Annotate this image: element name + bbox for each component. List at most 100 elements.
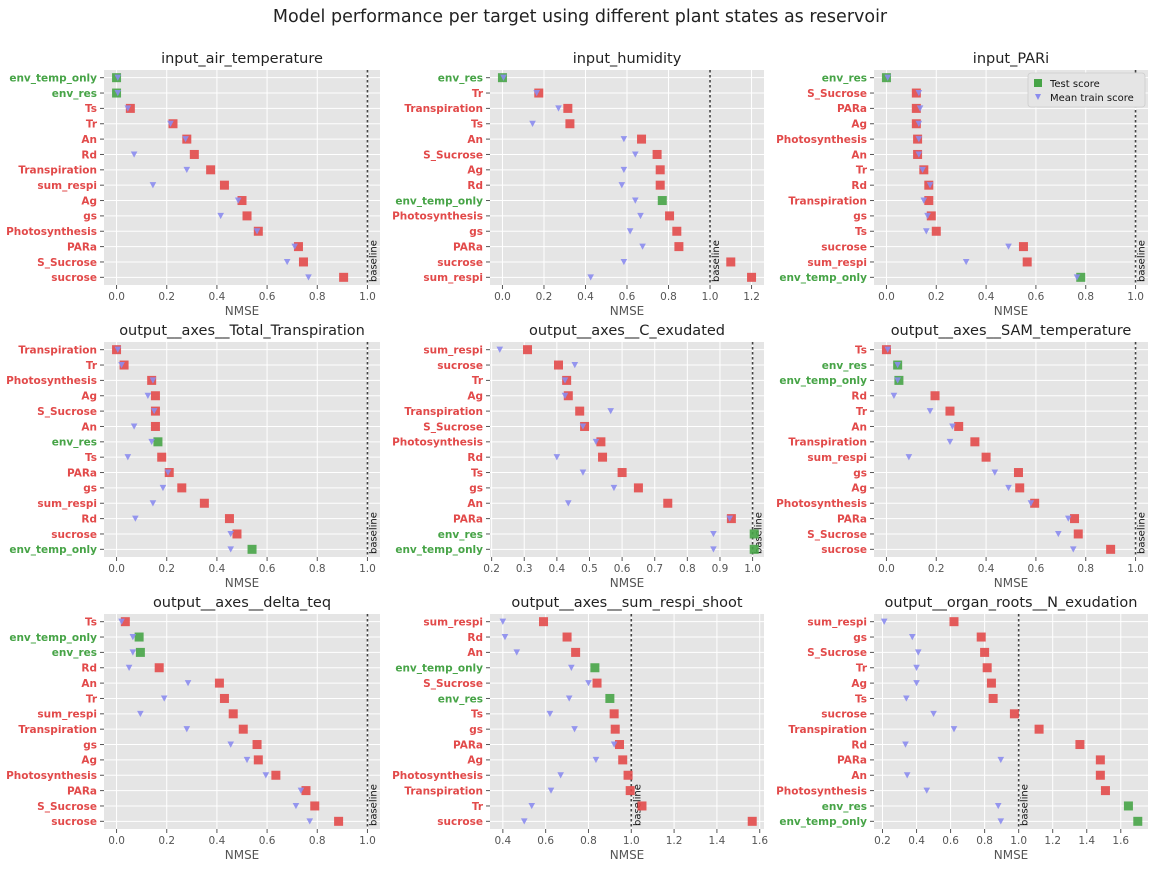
category-label: Transpiration [404, 103, 483, 115]
category-label: Photosynthesis [776, 134, 867, 146]
test-score-marker [1133, 816, 1143, 826]
train-score-marker [920, 197, 928, 204]
category-label: Tr [86, 360, 98, 372]
category-label: env_res [438, 693, 483, 705]
category-label: gs [83, 211, 97, 223]
test-score-marker [945, 406, 955, 416]
x-tick-label: 0.4 [209, 835, 226, 847]
test-score-marker [298, 257, 308, 267]
test-score-marker [1076, 272, 1086, 282]
category-label: env_temp_only [395, 663, 483, 675]
category-label: S_Sucrose [807, 88, 867, 100]
category-label: S_Sucrose [37, 406, 97, 418]
test-score-marker [747, 272, 757, 282]
category-label: Tr [86, 119, 98, 131]
train-score-marker [924, 212, 931, 220]
test-score-marker [1009, 709, 1019, 719]
train-score-marker [592, 756, 600, 764]
baseline-label: baseline [368, 784, 379, 826]
train-score-marker [880, 618, 888, 625]
train-score-marker [926, 182, 934, 189]
test-score-marker [563, 103, 573, 113]
chart-panel: 0.0 0.2 0.4 0.6 0.8 1.0 Transpiration Tr Photosy… [6, 323, 380, 590]
train-score-marker [513, 649, 521, 656]
train-score-marker [610, 741, 618, 748]
x-tick-label: 0.5 [581, 563, 598, 575]
train-score-marker [114, 74, 122, 81]
category-label: An [81, 678, 97, 690]
train-score-marker [726, 515, 734, 522]
category-label: An [81, 134, 97, 146]
figure-title: Model performance per target using diffe… [273, 7, 888, 27]
category-label: Ag [467, 165, 483, 177]
x-tick-label: 0.4 [978, 291, 995, 303]
test-score-marker [339, 272, 349, 282]
x-tick-label: 0.4 [494, 835, 511, 847]
train-score-marker [262, 772, 270, 779]
baseline-label: baseline [1137, 512, 1148, 554]
category-label: Photosynthesis [392, 437, 483, 449]
test-score-marker [154, 663, 164, 673]
category-label: An [467, 498, 483, 510]
test-score-marker [219, 180, 229, 190]
category-label: sucrose [821, 241, 867, 253]
train-score-marker [1064, 515, 1072, 522]
train-score-marker [149, 182, 157, 189]
train-score-marker [592, 438, 600, 446]
train-score-marker [291, 243, 298, 250]
category-label: gs [83, 483, 97, 495]
train-score-marker [926, 408, 934, 415]
baseline-label: baseline [754, 512, 765, 554]
x-tick-label: 0.3 [516, 563, 533, 575]
category-label: Ts [471, 119, 483, 131]
train-score-marker [253, 228, 261, 235]
category-label: gs [469, 226, 483, 238]
category-label: An [81, 421, 97, 433]
category-label: sum_respi [807, 257, 867, 269]
chart-panel: 0.0 0.2 0.4 0.6 0.8 1.0 Ts env_temp_only env_res… [6, 595, 380, 862]
category-label: env_temp_only [9, 72, 97, 84]
category-label: sucrose [437, 360, 483, 372]
test-score-marker [334, 816, 344, 826]
category-label: An [851, 421, 867, 433]
category-label: gs [853, 632, 867, 644]
train-score-marker [305, 274, 312, 281]
train-score-marker [610, 484, 618, 492]
category-label: Ts [855, 226, 867, 238]
train-score-marker [496, 346, 504, 353]
x-tick-label: 0.4 [549, 563, 566, 575]
panel-title: output__axes__delta_teq [153, 595, 331, 611]
x-tick-label: 0.6 [614, 563, 631, 575]
category-label: Ag [851, 119, 867, 131]
x-tick-label: 0.8 [580, 835, 597, 847]
x-tick-label: 0.0 [878, 291, 895, 303]
train-score-marker [132, 515, 139, 522]
x-tick-label: 1.0 [1127, 563, 1144, 575]
panel-title: input_air_temperature [161, 51, 323, 67]
test-score-marker [1075, 740, 1085, 750]
category-label: S_Sucrose [37, 801, 97, 813]
test-score-marker [657, 196, 667, 206]
test-score-marker [1095, 755, 1105, 765]
category-label: PARa [67, 785, 97, 797]
category-label: S_Sucrose [423, 149, 483, 161]
test-score-marker [134, 632, 144, 642]
plot-area [104, 614, 380, 829]
category-label: sum_respi [37, 709, 97, 721]
train-score-marker [915, 151, 923, 158]
legend: Test score Mean train score [1027, 72, 1146, 108]
test-score-marker [970, 437, 980, 447]
test-score-marker [976, 632, 986, 642]
train-score-marker [118, 362, 125, 369]
train-score-marker [243, 756, 251, 764]
x-tick-label: 0.2 [483, 563, 500, 575]
train-score-marker [923, 787, 931, 794]
x-tick-label: 0.8 [309, 563, 326, 575]
test-score-marker [911, 103, 921, 113]
train-score-marker [144, 392, 152, 399]
test-score-marker [119, 360, 129, 370]
category-label: Ts [855, 693, 867, 705]
train-score-marker [292, 802, 300, 810]
category-label: gs [853, 211, 867, 223]
